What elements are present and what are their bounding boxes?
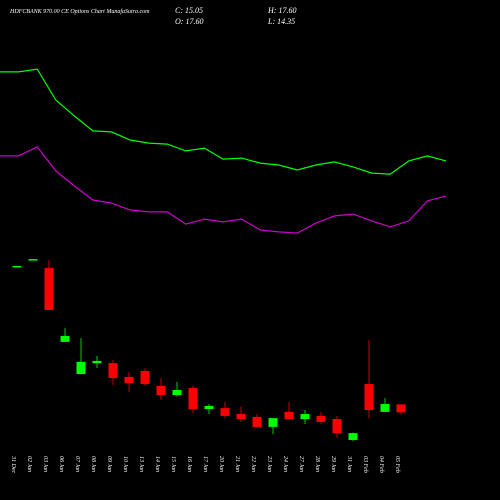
x-tick-label: 02 Jan: [26, 456, 32, 472]
x-tick-label: 09 Jan: [106, 456, 112, 472]
candle-body: [252, 416, 262, 427]
x-tick-label: 10 Jan: [122, 456, 128, 472]
x-tick-label: 03 Feb: [362, 456, 368, 473]
candle-body: [348, 433, 358, 440]
x-tick-label: 24 Jan: [282, 456, 289, 472]
candle-body: [364, 384, 374, 410]
x-tick-label: 03 Jan: [42, 456, 48, 472]
candle-body: [140, 370, 150, 385]
candle-body: [92, 360, 102, 364]
x-tick-label: 28 Jan: [314, 456, 320, 472]
candle-body: [236, 414, 246, 420]
stat-open: O: 17.60: [175, 17, 203, 26]
candle-body: [12, 265, 22, 268]
x-tick-label: 06 Jan: [58, 456, 64, 472]
candle-body: [44, 268, 54, 310]
candle-body: [108, 363, 118, 379]
candle-body: [172, 390, 182, 395]
stat-close: C: 15.05: [175, 6, 203, 15]
x-tick-label: 31 Jan: [346, 455, 352, 472]
candle-body: [268, 418, 278, 427]
chart-title: HDFCBANK 970.00 CE Options Chart MunafaS…: [9, 8, 150, 15]
x-tick-label: 20 Jan: [218, 456, 224, 472]
candle-body: [60, 335, 70, 342]
candle-body: [300, 414, 310, 420]
indicator-line: [0, 146, 447, 234]
stat-low: L: 14.35: [267, 17, 295, 26]
candle-body: [204, 405, 214, 410]
candle-body: [316, 415, 326, 422]
candle-body: [396, 404, 406, 413]
candle-body: [332, 419, 342, 434]
x-tick-label: 13 Jan: [138, 456, 144, 472]
candle-body: [124, 376, 134, 384]
x-tick-label: 14 Jan: [154, 456, 161, 472]
candle-body: [28, 259, 38, 261]
x-tick-label: 31 Dec: [10, 455, 16, 473]
x-tick-label: 29 Jan: [330, 456, 336, 472]
x-tick-label: 17 Jan: [202, 456, 208, 472]
x-tick-label: 16 Jan: [186, 456, 192, 472]
candle-body: [156, 385, 166, 395]
x-tick-label: 27 Jan: [298, 456, 304, 472]
candle-body: [380, 404, 390, 412]
indicator-line: [0, 68, 447, 175]
x-tick-label: 07 Jan: [74, 456, 80, 472]
candle-body: [188, 388, 198, 410]
candle-body: [284, 411, 294, 420]
x-tick-label: 05 Feb: [394, 456, 400, 473]
stat-high: H: 17.60: [267, 6, 296, 15]
x-tick-label: 21 Jan: [234, 456, 240, 472]
x-tick-label: 22 Jan: [250, 456, 256, 472]
x-tick-label: 04 Feb: [378, 456, 385, 473]
x-tick-label: 08 Jan: [90, 456, 96, 472]
candle-body: [220, 408, 230, 416]
x-tick-label: 15 Jan: [170, 456, 176, 472]
candle-body: [76, 361, 86, 375]
x-tick-label: 23 Jan: [266, 456, 272, 472]
